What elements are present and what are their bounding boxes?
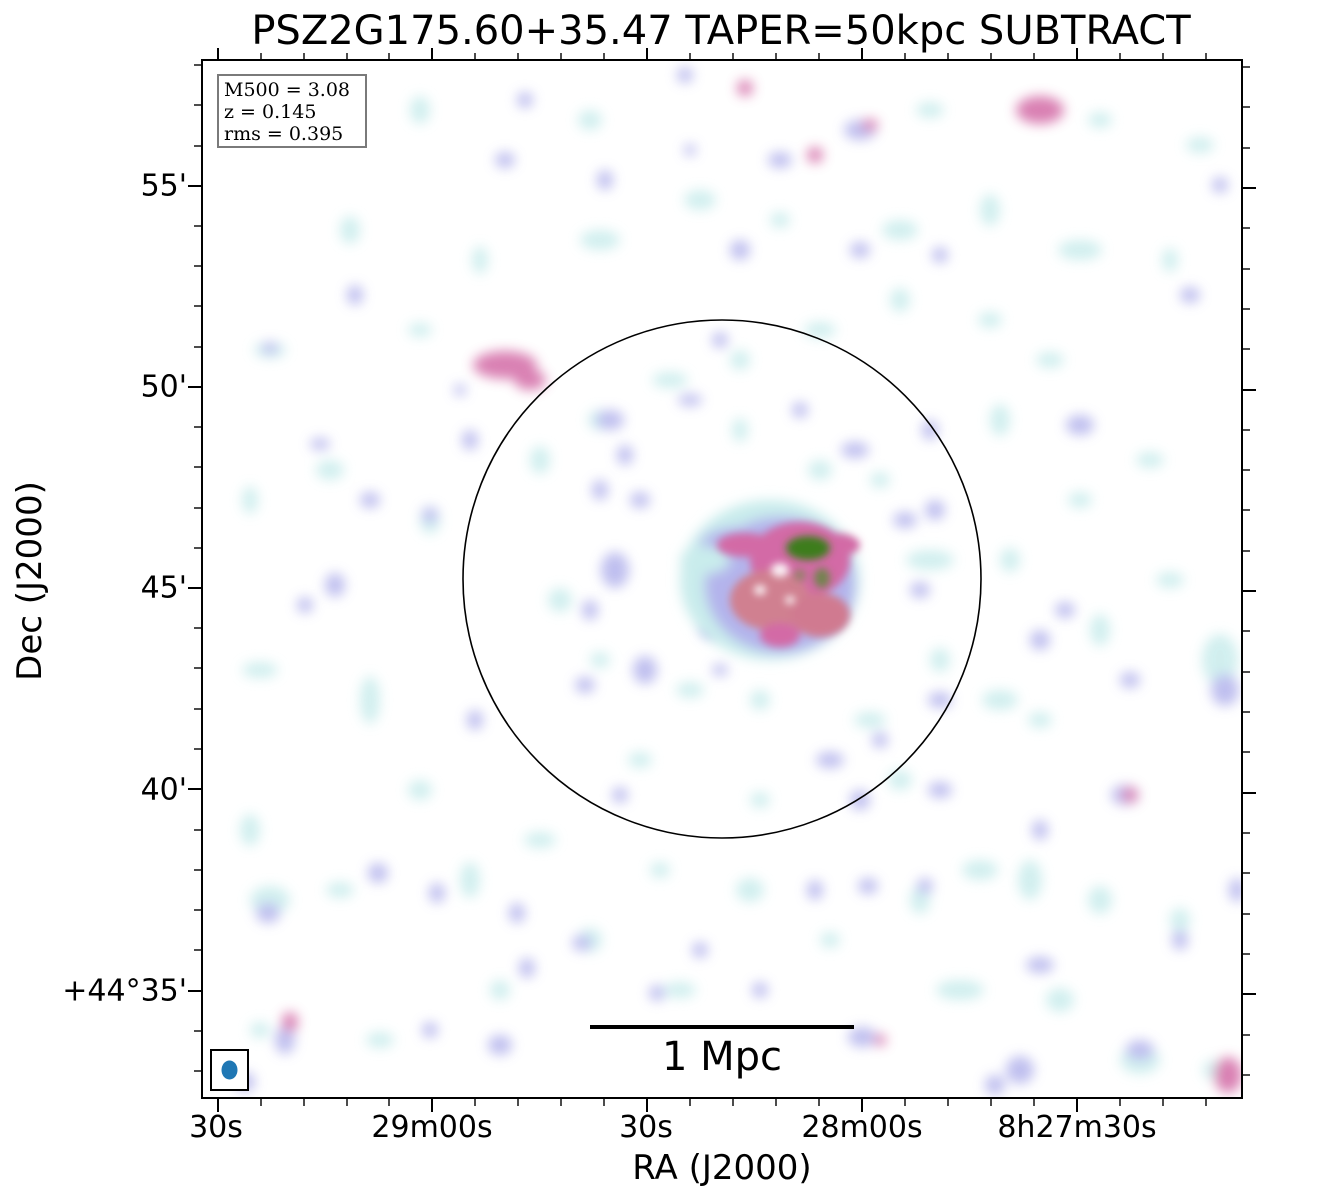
- y-tick-label: 40': [140, 772, 187, 808]
- x-minor-ticks: [260, 53, 1207, 1106]
- x-tick-label: 28m00s: [801, 1110, 923, 1145]
- y-axis-label: Dec (J2000): [10, 481, 50, 681]
- cluster-emission: [680, 500, 860, 660]
- y-major-ticks: [188, 185, 1256, 995]
- x-axis-label: RA (J2000): [632, 1148, 812, 1188]
- y-tick-label: 45': [140, 570, 187, 606]
- x-major-ticks: [217, 48, 1078, 1112]
- r500-circle: [462, 319, 982, 839]
- axes-frame: [201, 59, 1243, 1099]
- scale-bar-label: 1 Mpc: [661, 1034, 783, 1080]
- noise-emission: [235, 67, 1242, 1095]
- rms-label: rms = 0.395: [224, 123, 344, 145]
- y-tick-label: 55': [140, 168, 187, 204]
- x-tick-label: 8h27m30s: [997, 1110, 1157, 1145]
- mass-label: M500 = 3.08: [224, 79, 351, 101]
- y-tick-label: +44°35': [62, 973, 187, 1009]
- plot-title: PSZ2G175.60+35.47 TAPER=50kpc SUBTRACT: [251, 8, 1191, 54]
- x-tick-label: 29m00s: [371, 1110, 493, 1145]
- beam-ellipse: [221, 1060, 238, 1080]
- x-tick-label: 30s: [189, 1110, 243, 1145]
- x-tick-label: 30s: [619, 1110, 673, 1145]
- info-box: M500 = 3.08 z = 0.145 rms = 0.395: [217, 74, 367, 148]
- y-minor-ticks: [194, 64, 1250, 1076]
- y-tick-label: 50': [140, 369, 187, 405]
- redshift-label: z = 0.145: [224, 101, 317, 123]
